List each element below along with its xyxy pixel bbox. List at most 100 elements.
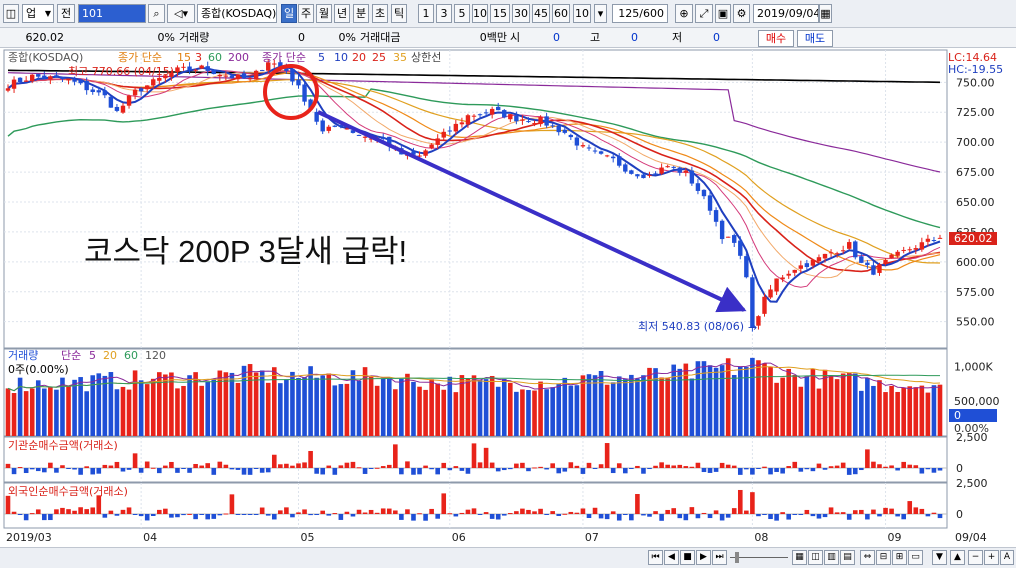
volume-axis-tick: 500,000 (954, 395, 1000, 408)
candle-body (223, 75, 229, 77)
candle-body (465, 115, 471, 125)
volume-zero-label: 0주(0.00%) (8, 363, 69, 376)
nav-next-icon[interactable]: ▶ (696, 550, 711, 565)
institution-bar (931, 468, 937, 473)
volume-bar (768, 367, 773, 436)
volume-bar (701, 361, 707, 436)
period-tab-3[interactable]: 년 (334, 4, 350, 23)
institution-axis-tick: 0 (956, 462, 963, 475)
interval-button-2[interactable]: 5 (454, 4, 470, 23)
zoom-slider[interactable] (730, 557, 788, 558)
speaker-icon[interactable]: ◁▾ (167, 4, 195, 23)
nav-prev-icon[interactable]: ◀ (664, 550, 679, 565)
candle-body (592, 150, 598, 152)
count-field[interactable]: 125/600 (612, 4, 668, 23)
auto-scale-icon[interactable]: A (1000, 550, 1014, 565)
sell-button[interactable]: 매도 (797, 30, 833, 47)
interval-button-3[interactable]: 10 (472, 4, 488, 23)
candle-body (768, 289, 773, 298)
prev-button[interactable]: 전 (57, 4, 75, 23)
foreign-bar (495, 514, 501, 520)
gear-icon[interactable]: ⚙ (733, 4, 750, 23)
interval-button-4[interactable]: 15 (490, 4, 510, 23)
interval-button-8[interactable]: 10 (573, 4, 591, 23)
save-icon[interactable]: ▣ (715, 4, 731, 23)
institution-bar (423, 465, 428, 468)
expand-icon[interactable]: ⊞ (892, 550, 907, 565)
date-axis-tick: 06 (452, 531, 466, 544)
calendar-icon[interactable]: ▦ (819, 4, 832, 23)
foreign-bar (725, 514, 731, 518)
institution-bar (798, 468, 804, 472)
legend-volume-ma5: 5 (89, 349, 96, 362)
volume-bar (447, 376, 453, 436)
period-tab-1[interactable]: 주 (298, 4, 314, 23)
interval-dropdown-icon[interactable]: ▾ (594, 4, 607, 23)
zoom-out-icon[interactable]: − (968, 550, 983, 565)
candle-body (350, 130, 356, 133)
axis-ticks: 750.00725.00700.00675.00650.00625.00600.… (6, 76, 1000, 544)
volume-bar (132, 370, 138, 436)
layout-icon-1[interactable]: ▦ (792, 550, 807, 565)
volume-bar (653, 368, 658, 436)
crosshair-icon[interactable]: ⊕ (675, 4, 693, 23)
institution-bar (447, 468, 453, 471)
buy-button[interactable]: 매수 (758, 30, 794, 47)
period-tab-2[interactable]: 월 (316, 4, 332, 23)
candle-body (96, 90, 101, 93)
institution-bar (259, 468, 265, 473)
foreign-panel (3, 482, 948, 529)
draw-tool-icon[interactable]: ⤢ (695, 4, 713, 23)
price-axis-tick: 650.00 (956, 196, 995, 209)
scroll-up-icon[interactable]: ▲ (950, 550, 965, 565)
foreign-bar (78, 507, 83, 514)
period-tab-5[interactable]: 초 (372, 4, 388, 23)
interval-button-1[interactable]: 3 (436, 4, 452, 23)
kosdaq-chart[interactable]: 750.00725.00700.00675.00650.00625.00600.… (0, 48, 1016, 547)
institution-bar (786, 466, 792, 468)
candle-body (235, 74, 241, 80)
scroll-down-icon[interactable]: ▼ (932, 550, 947, 565)
nav-last-icon[interactable]: ⏭ (712, 550, 727, 565)
institution-bar (610, 468, 616, 474)
interval-button-5[interactable]: 30 (512, 4, 530, 23)
period-tab-4[interactable]: 분 (353, 4, 369, 23)
layout-icon-3[interactable]: ▥ (824, 550, 839, 565)
search-icon[interactable]: ⌕ (148, 4, 165, 23)
date-field[interactable]: 2019/09/04 (753, 4, 819, 23)
zoom-slider-handle[interactable] (735, 552, 739, 563)
institution-bar (629, 468, 634, 469)
candle-body (157, 77, 162, 81)
interval-button-6[interactable]: 45 (532, 4, 550, 23)
layout-icon-4[interactable]: ▤ (840, 550, 855, 565)
interval-button-0[interactable]: 1 (418, 4, 434, 23)
institution-bar (271, 454, 277, 468)
market-select[interactable]: 업 ▼ (22, 4, 54, 23)
foreign-bar (737, 489, 743, 514)
code-input[interactable]: 101 (78, 4, 146, 23)
period-tab-6[interactable]: 틱 (391, 4, 407, 23)
volume-bar (483, 379, 489, 436)
nav-stop-icon[interactable]: ■ (680, 550, 695, 565)
scale-icon[interactable]: ⇔ (860, 550, 875, 565)
volume-bar (913, 387, 919, 436)
institution-bar (895, 468, 900, 471)
candle-body (520, 119, 525, 121)
layout-icon-2[interactable]: ◫ (808, 550, 823, 565)
foreign-bar (471, 508, 477, 514)
shrink-icon[interactable]: ⊟ (876, 550, 891, 565)
candle-body (338, 124, 344, 127)
volume-bar (290, 371, 295, 436)
interval-button-7[interactable]: 60 (552, 4, 570, 23)
institution-bar (622, 468, 628, 474)
institution-bar (205, 463, 211, 468)
zoom-in-icon[interactable]: + (984, 550, 999, 565)
nav-first-icon[interactable]: ⏮ (648, 550, 663, 565)
foreign-bar (798, 514, 804, 515)
period-tab-0[interactable]: 일 (281, 4, 297, 23)
fit-icon[interactable]: ▭ (908, 550, 923, 565)
institution-bar (114, 461, 120, 468)
chart-menu-icon[interactable]: ◫ (3, 4, 19, 23)
legend-index-name: 종합(KOSDAQ) (8, 51, 83, 64)
legend-ma15: 15 (177, 51, 191, 64)
